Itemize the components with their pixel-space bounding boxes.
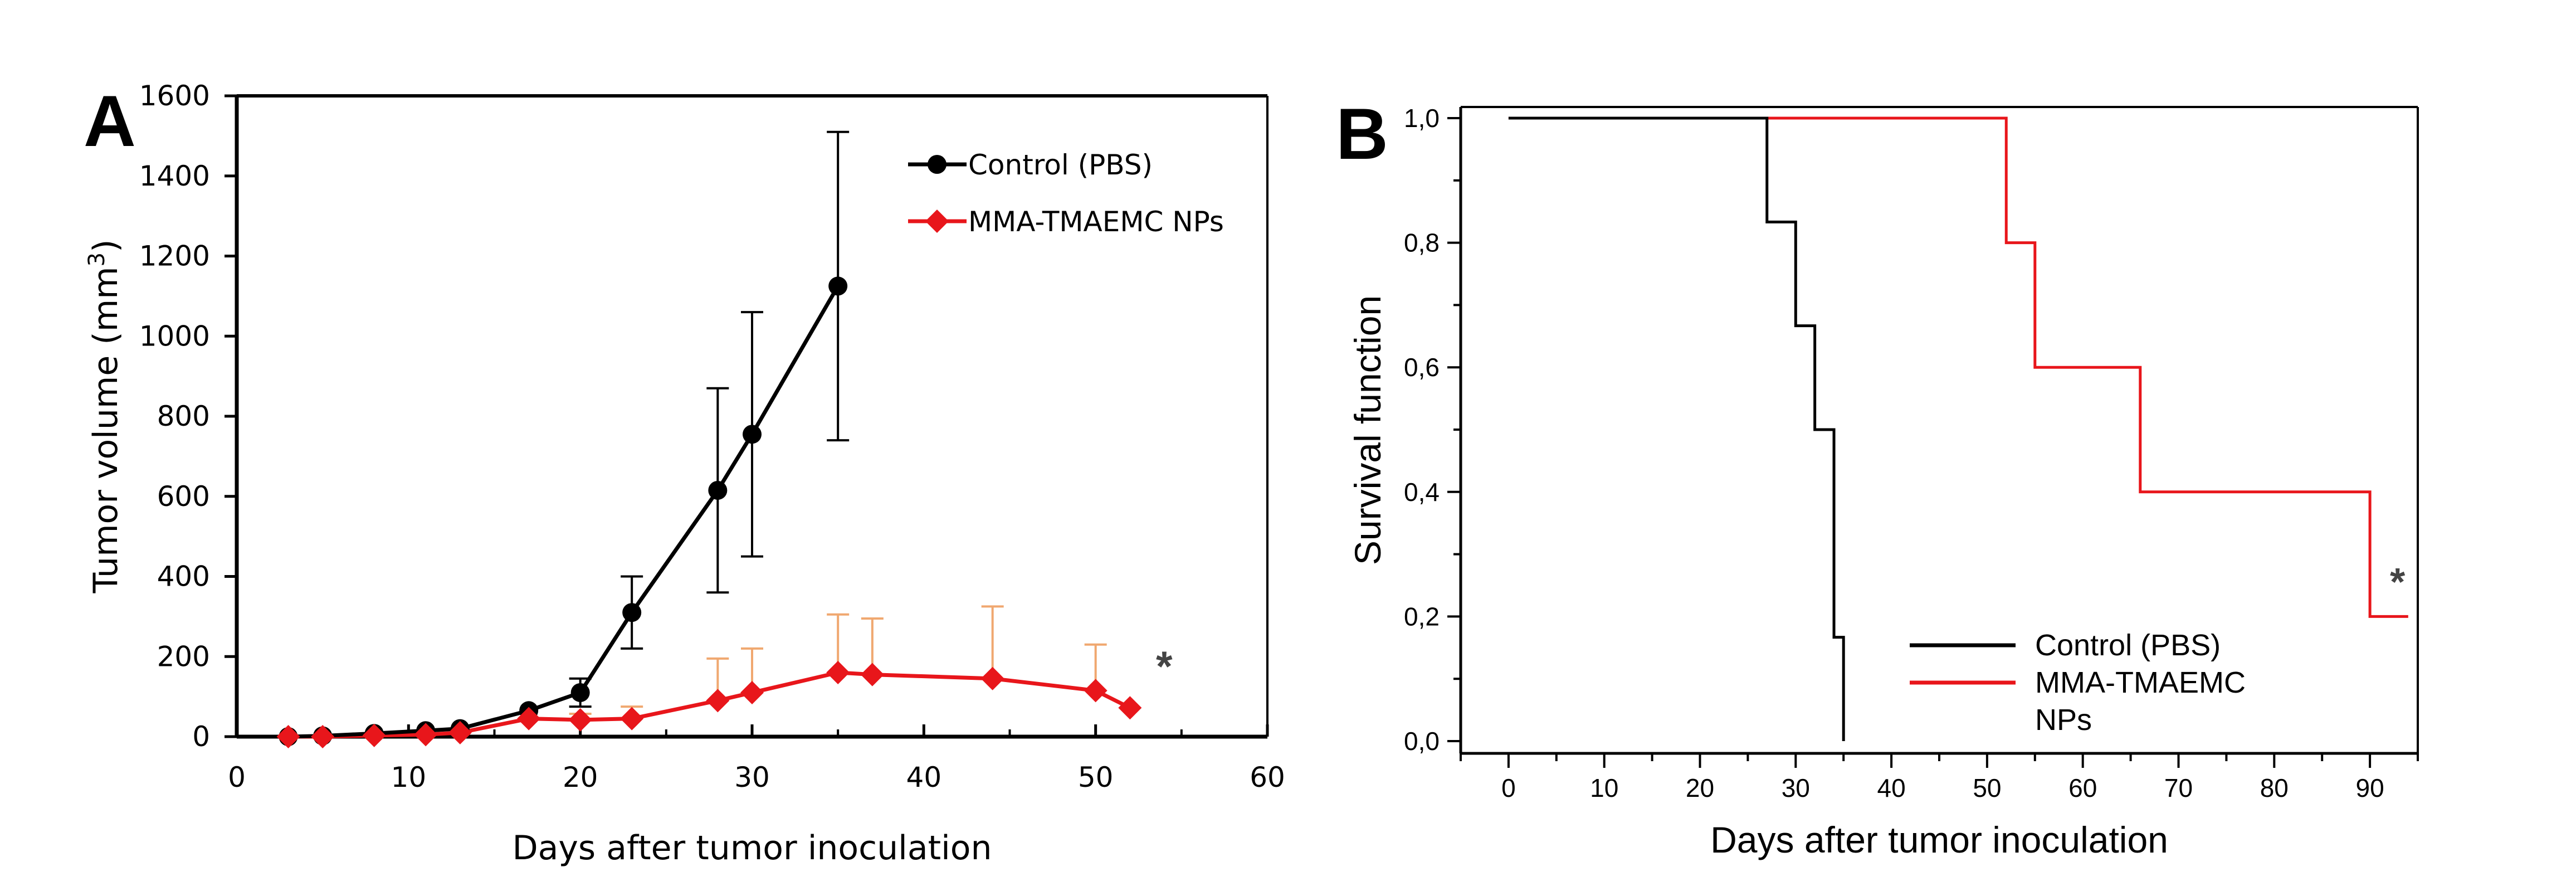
treated-point xyxy=(1084,679,1108,703)
control-survival-curve xyxy=(1508,116,1845,741)
legend-treated-label: MMA-TMAEMC NPs xyxy=(968,206,1224,238)
control-point xyxy=(743,425,762,444)
y-tick-label: 1000 xyxy=(139,320,210,352)
y-axis-label-text: Tumor volume (mm xyxy=(86,266,125,593)
x-tick-label: 20 xyxy=(1686,773,1714,802)
x-tick-label: 60 xyxy=(2068,773,2097,802)
control-point xyxy=(708,480,728,500)
x-tick-label: 30 xyxy=(1782,773,1810,802)
y-tick-label: 0,2 xyxy=(1404,602,1440,631)
panel-b: B 0,0 0,2 0,4 0,6 0,8 1,0 0 10 20 30 40 50 60 70 80 90 Da… xyxy=(1336,93,2419,860)
treated-point xyxy=(826,661,850,684)
y-tick-label: 0,4 xyxy=(1404,478,1440,507)
y-axis-label: Tumor volume (mm3) xyxy=(84,240,125,594)
x-tick-label: 90 xyxy=(2356,773,2384,802)
significance-asterisk: * xyxy=(1156,643,1173,690)
x-tick-label: 10 xyxy=(1590,773,1618,802)
treated-point xyxy=(620,707,644,731)
treated-point xyxy=(311,725,335,748)
y-tick-label: 400 xyxy=(157,561,210,593)
x-tick-label: 70 xyxy=(2164,773,2193,802)
y-tick-label: 1200 xyxy=(139,240,210,272)
control-point xyxy=(828,276,848,296)
x-tick-label: 0 xyxy=(1501,773,1516,802)
legend-treated-label-line1: MMA-TMAEMC xyxy=(2035,666,2246,699)
x-tick-label: 30 xyxy=(734,761,770,793)
control-series-line xyxy=(288,285,840,739)
treated-point xyxy=(517,707,541,731)
y-tick-label: 0,0 xyxy=(1404,727,1440,756)
x-tick-label: 40 xyxy=(906,761,942,793)
treated-point xyxy=(276,725,300,748)
treated-series-line xyxy=(288,670,1131,739)
y-tick-label: 0 xyxy=(192,720,210,753)
legend-control-label: Control (PBS) xyxy=(2035,629,2221,662)
treated-point xyxy=(980,666,1004,690)
treated-survival-curve xyxy=(1508,116,2408,618)
x-axis-label: Days after tumor inoculation xyxy=(512,829,992,868)
x-tick-label: 10 xyxy=(391,761,427,793)
x-tick-label: 40 xyxy=(1877,773,1906,802)
panel-a: A 0 200 400 600 800 1000 1200 1400 1600 0 10 20 30 40 5… xyxy=(84,80,1285,868)
control-point xyxy=(570,683,590,702)
treated-point xyxy=(414,723,438,747)
treated-point xyxy=(448,720,472,744)
significance-asterisk: * xyxy=(2390,560,2406,603)
control-point xyxy=(622,603,642,622)
y-tick-label: 1400 xyxy=(139,160,210,192)
x-axis-label: Days after tumor inoculation xyxy=(1710,819,2168,860)
x-tick-label: 0 xyxy=(228,761,246,793)
treated-point xyxy=(1118,696,1142,720)
y-tick-label: 0,6 xyxy=(1404,353,1440,382)
x-tick-label: 50 xyxy=(1078,761,1114,793)
legend-control-marker xyxy=(928,155,947,174)
y-tick-label: 600 xyxy=(157,480,210,513)
y-tick-label: 800 xyxy=(157,400,210,432)
y-tick-label: 1600 xyxy=(139,80,210,112)
legend-control-label: Control (PBS) xyxy=(968,149,1153,181)
x-tick-label: 60 xyxy=(1250,761,1285,793)
y-tick-label: 1,0 xyxy=(1404,104,1440,133)
y-axis-label-close: ) xyxy=(86,240,125,252)
x-tick-label: 80 xyxy=(2260,773,2289,802)
treated-point xyxy=(860,663,884,686)
treated-point xyxy=(740,680,764,704)
panel-label-b: B xyxy=(1336,93,1388,174)
legend-treated-marker xyxy=(925,210,949,233)
treated-point xyxy=(362,723,386,747)
y-axis-label-superscript: 3 xyxy=(84,252,110,266)
y-tick-label: 200 xyxy=(157,640,210,673)
x-tick-label: 20 xyxy=(563,761,598,793)
legend-treated-label-line2: NPs xyxy=(2035,703,2092,737)
treated-point xyxy=(568,708,592,732)
panel-label-a: A xyxy=(84,80,136,162)
x-tick-label: 50 xyxy=(1973,773,2001,802)
treated-point xyxy=(706,689,730,713)
y-tick-label: 0,8 xyxy=(1404,228,1440,257)
y-axis-label: Survival function xyxy=(1347,295,1388,565)
